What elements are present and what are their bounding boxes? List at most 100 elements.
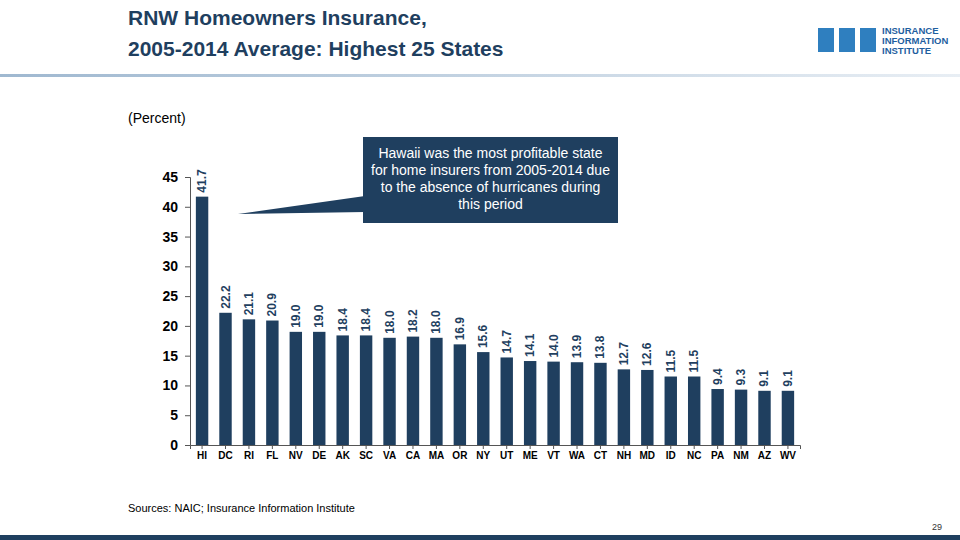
y-tick-mark (185, 237, 190, 238)
x-tick-mark (412, 445, 413, 449)
x-tick-label: NY (476, 450, 490, 461)
y-tick-label: 10 (162, 377, 178, 393)
logo: INSURANCE INFORMATION INSTITUTE (882, 26, 948, 56)
y-tick-label: 0 (170, 437, 178, 453)
data-label: 14.7 (500, 330, 514, 354)
y-tick-mark (185, 385, 190, 386)
x-tick: NV (289, 445, 303, 461)
y-tick-label: 40 (162, 199, 178, 215)
bar (665, 377, 677, 445)
x-tick-label: CA (406, 450, 420, 461)
y-tick: 45 (162, 169, 190, 185)
x-tick-mark (225, 445, 226, 449)
data-label: 19.0 (312, 304, 326, 328)
y-tick-label: 15 (162, 348, 178, 364)
data-label: 14.1 (523, 333, 537, 357)
x-tick-label: VA (383, 450, 396, 461)
x-tick-label: AZ (758, 450, 771, 461)
x-tick-mark (647, 445, 648, 449)
x-tick-label: CT (594, 450, 607, 461)
x-tick-label: ME (523, 450, 538, 461)
x-tick-label: NV (289, 450, 303, 461)
x-tick-label: OR (452, 450, 468, 461)
x-tick: DE (312, 445, 326, 461)
x-tick-mark (366, 445, 367, 449)
bar (407, 337, 419, 445)
y-tick-label: 20 (162, 318, 178, 334)
y-tick-mark (185, 445, 190, 446)
x-tick-label: HI (197, 450, 207, 461)
data-label: 11.5 (687, 349, 701, 372)
bar (524, 361, 536, 445)
x-tick-mark (295, 445, 296, 449)
data-label: 22.2 (219, 285, 233, 309)
x-tick-label: ID (666, 450, 676, 461)
x-tick-mark (202, 445, 203, 449)
x-tick: VT (547, 445, 560, 461)
x-tick: NM (733, 445, 749, 461)
data-label: 9.1 (757, 370, 771, 387)
x-axis: HIDCRIFLNVDEAKSCVACAMAORNYUTMEVTWACTNHMD… (191, 445, 801, 461)
bar (454, 344, 466, 445)
x-tick-mark (600, 445, 601, 449)
y-tick-mark (185, 296, 190, 297)
x-tick: WV (780, 445, 796, 461)
data-label: 11.5 (664, 349, 678, 372)
x-tick: MA (429, 445, 445, 461)
data-label: 21.1 (242, 292, 256, 316)
y-tick: 20 (162, 318, 190, 334)
bar (360, 335, 372, 445)
data-label: 9.3 (734, 369, 748, 386)
data-label: 18.4 (336, 308, 350, 332)
bar (336, 335, 348, 445)
x-tick-mark (623, 445, 624, 449)
y-tick-mark (185, 326, 190, 327)
bar (290, 332, 302, 445)
x-tick: NH (617, 445, 631, 461)
data-label: 12.7 (617, 342, 631, 366)
x-tick: PA (711, 445, 724, 461)
bar (758, 391, 770, 445)
data-label: 13.9 (570, 335, 584, 359)
y-tick-mark (185, 415, 190, 416)
x-tick-mark (741, 445, 742, 449)
y-axis: 051015202530354045 (162, 169, 190, 453)
bar (383, 338, 395, 445)
y-tick: 35 (162, 229, 190, 245)
x-tick-mark (530, 445, 531, 449)
data-label: 41.7 (195, 169, 209, 193)
data-label: 18.4 (359, 308, 373, 332)
x-tick: DC (218, 445, 232, 461)
x-tick: CA (406, 445, 420, 461)
bar (501, 357, 513, 445)
x-tick-label: MD (640, 450, 656, 461)
data-label: 14.0 (547, 334, 561, 358)
y-tick: 15 (162, 348, 190, 364)
x-tick-label: DC (218, 450, 232, 461)
x-tick-label: AK (335, 450, 350, 461)
x-tick-mark (694, 445, 695, 449)
x-tick: ID (666, 445, 676, 461)
y-tick-mark (185, 356, 190, 357)
bar (219, 313, 231, 445)
header-rule (0, 74, 960, 77)
y-tick-label: 45 (162, 169, 178, 185)
callout-pointer (238, 196, 365, 214)
data-label: 18.0 (383, 310, 397, 334)
data-label: 12.6 (640, 342, 654, 366)
x-tick-label: VT (547, 450, 560, 461)
data-label: 9.4 (711, 368, 725, 385)
x-tick-label: NC (687, 450, 701, 461)
x-tick-label: FL (266, 450, 278, 461)
x-tick: FL (266, 445, 278, 461)
x-axis-line (191, 446, 801, 450)
logo-block (818, 28, 834, 52)
x-tick-mark (248, 445, 249, 449)
subtitle: (Percent) (128, 110, 186, 126)
y-tick: 30 (162, 258, 190, 274)
callout: Hawaii was the most profitable state for… (363, 137, 618, 223)
logo-block (860, 28, 876, 52)
bar (735, 390, 747, 445)
x-tick: NY (476, 445, 490, 461)
y-tick: 10 (162, 377, 190, 393)
